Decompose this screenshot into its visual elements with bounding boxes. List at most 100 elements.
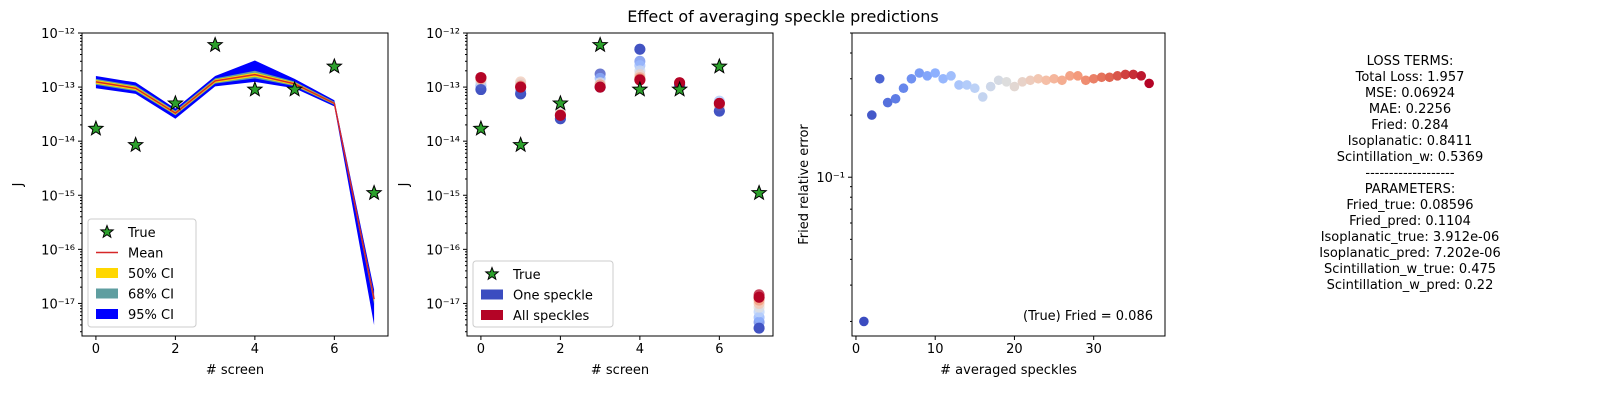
loss-line: Scintillation_w: 0.5369	[1336, 150, 1484, 165]
error-point	[938, 73, 948, 84]
error-point	[1104, 72, 1115, 83]
true-point	[591, 36, 609, 53]
true-point	[551, 94, 569, 111]
error-point	[954, 80, 964, 90]
error-point	[890, 93, 901, 104]
true-point	[286, 80, 304, 97]
loss-line: -------------------	[1365, 166, 1455, 181]
true-point	[631, 80, 649, 97]
error-point	[874, 73, 885, 84]
loss-line: Fried_true: 0.08596	[1346, 198, 1474, 213]
legend-true-marker	[99, 224, 115, 239]
error-point	[1128, 69, 1139, 80]
y-tick-label: 10⁻¹⁴	[426, 135, 460, 150]
y-tick-label: 10⁻¹³	[426, 81, 460, 96]
panel-2-axes: 0 2 4 6 10⁻¹² 10⁻¹³ 10⁻¹⁴ 10⁻¹⁵ 10⁻¹⁶ 10⁻¹⁷ # scre…	[397, 27, 774, 378]
y-tick-label: 10⁻¹⁵	[426, 189, 460, 204]
error-point	[1033, 73, 1044, 84]
one-speckle-point	[475, 84, 487, 96]
error-point	[1120, 69, 1131, 80]
loss-line: Total Loss: 1.957	[1355, 70, 1465, 85]
panel-1-axes: 0 2 4 6 10⁻¹² 10⁻¹³ 10⁻¹⁴ 10⁻¹⁵ 10⁻¹⁶ 10⁻¹⁷ # scre…	[11, 27, 389, 378]
loss-line: Isoplanatic: 0.8411	[1347, 134, 1473, 149]
error-point	[1041, 75, 1051, 86]
x-tick-label: 6	[715, 342, 723, 357]
true-point	[472, 119, 490, 136]
panel-3-frame	[851, 32, 1166, 337]
true-point	[365, 184, 383, 201]
error-point	[1096, 72, 1107, 83]
y-tick-label: 10⁻¹²	[41, 27, 75, 42]
error-point	[930, 68, 941, 78]
legend-one-marker	[481, 289, 503, 300]
true-point	[87, 119, 105, 136]
y-tick-label: 10⁻¹⁴	[41, 135, 75, 150]
error-point	[1001, 77, 1012, 87]
error-point	[898, 83, 909, 94]
legend-label: 68% CI	[128, 288, 174, 303]
error-point	[906, 73, 917, 84]
x-axis-label: # averaged speckles	[940, 363, 1077, 378]
y-axis-label: Fried relative error	[797, 124, 812, 245]
loss-line: Scintillation_w_pred: 0.22	[1326, 278, 1494, 293]
loss-line: MSE: 0.06924	[1365, 86, 1455, 101]
error-point	[859, 316, 869, 327]
legend-label: True	[512, 268, 541, 283]
error-point	[914, 68, 925, 78]
x-tick-label: 0	[852, 342, 860, 357]
legend-ci95-marker	[96, 309, 118, 319]
loss-terms-panel: LOSS TERMS: Total Loss: 1.957 MSE: 0.06924…	[1290, 54, 1530, 294]
legend-label: 50% CI	[128, 267, 174, 282]
true-point	[206, 36, 224, 53]
true-point	[671, 80, 689, 97]
y-tick-label: 10⁻¹⁵	[41, 189, 75, 204]
loss-line: Isoplanatic_pred: 7.202e-06	[1319, 246, 1501, 261]
panel-1-plot	[87, 36, 383, 325]
legend-true-marker	[484, 266, 500, 281]
one-speckle-point	[634, 43, 646, 55]
error-point	[962, 80, 972, 90]
y-tick-label: 10⁻¹³	[41, 81, 75, 96]
error-point	[1009, 81, 1020, 92]
panel-2-plot	[472, 36, 768, 334]
legend-label: True	[127, 226, 156, 241]
error-point	[1057, 75, 1067, 86]
y-tick-label: 10⁻¹²	[426, 27, 460, 42]
all-speckles-point	[594, 81, 606, 93]
error-point	[1025, 75, 1036, 86]
x-tick-label: 0	[477, 342, 485, 357]
x-tick-label: 4	[251, 342, 259, 357]
x-tick-label: 0	[92, 342, 100, 357]
loss-line: Fried: 0.284	[1371, 118, 1449, 133]
error-point	[1073, 71, 1083, 81]
error-point	[1049, 73, 1059, 84]
panel-3-axes: 0 10 20 30 10⁻¹ # averaged speckles Fried rela…	[797, 32, 1166, 378]
x-tick-label: 6	[330, 342, 338, 357]
loss-line: LOSS TERMS:	[1366, 54, 1454, 69]
legend-label: 95% CI	[128, 308, 174, 323]
error-point	[1136, 71, 1147, 81]
figure-title: Effect of averaging speckle predictions	[627, 7, 939, 26]
all-speckles-point	[475, 72, 487, 84]
legend-label: All speckles	[513, 309, 590, 324]
legend-label: Mean	[128, 247, 163, 262]
error-point	[985, 81, 996, 92]
true-point	[710, 57, 728, 74]
x-axis-label: # screen	[206, 363, 264, 378]
all-speckles-point	[554, 109, 566, 121]
error-point	[882, 97, 893, 108]
loss-line: Fried_pred: 0.1104	[1349, 214, 1471, 229]
y-tick-label: 10⁻¹⁷	[426, 297, 460, 312]
error-point	[946, 71, 956, 81]
true-point	[325, 57, 343, 74]
y-tick-label: 10⁻¹⁶	[426, 243, 460, 258]
true-point	[166, 94, 184, 111]
panel-2-frame	[466, 32, 774, 337]
y-tick-label: 10⁻¹⁶	[41, 243, 75, 258]
loss-line: Scintillation_w_true: 0.475	[1323, 262, 1497, 277]
fried-annotation: (True) Fried = 0.086	[1023, 309, 1153, 324]
one-speckle-point	[713, 105, 725, 117]
true-point	[246, 80, 264, 97]
all-speckles-point	[515, 81, 527, 93]
